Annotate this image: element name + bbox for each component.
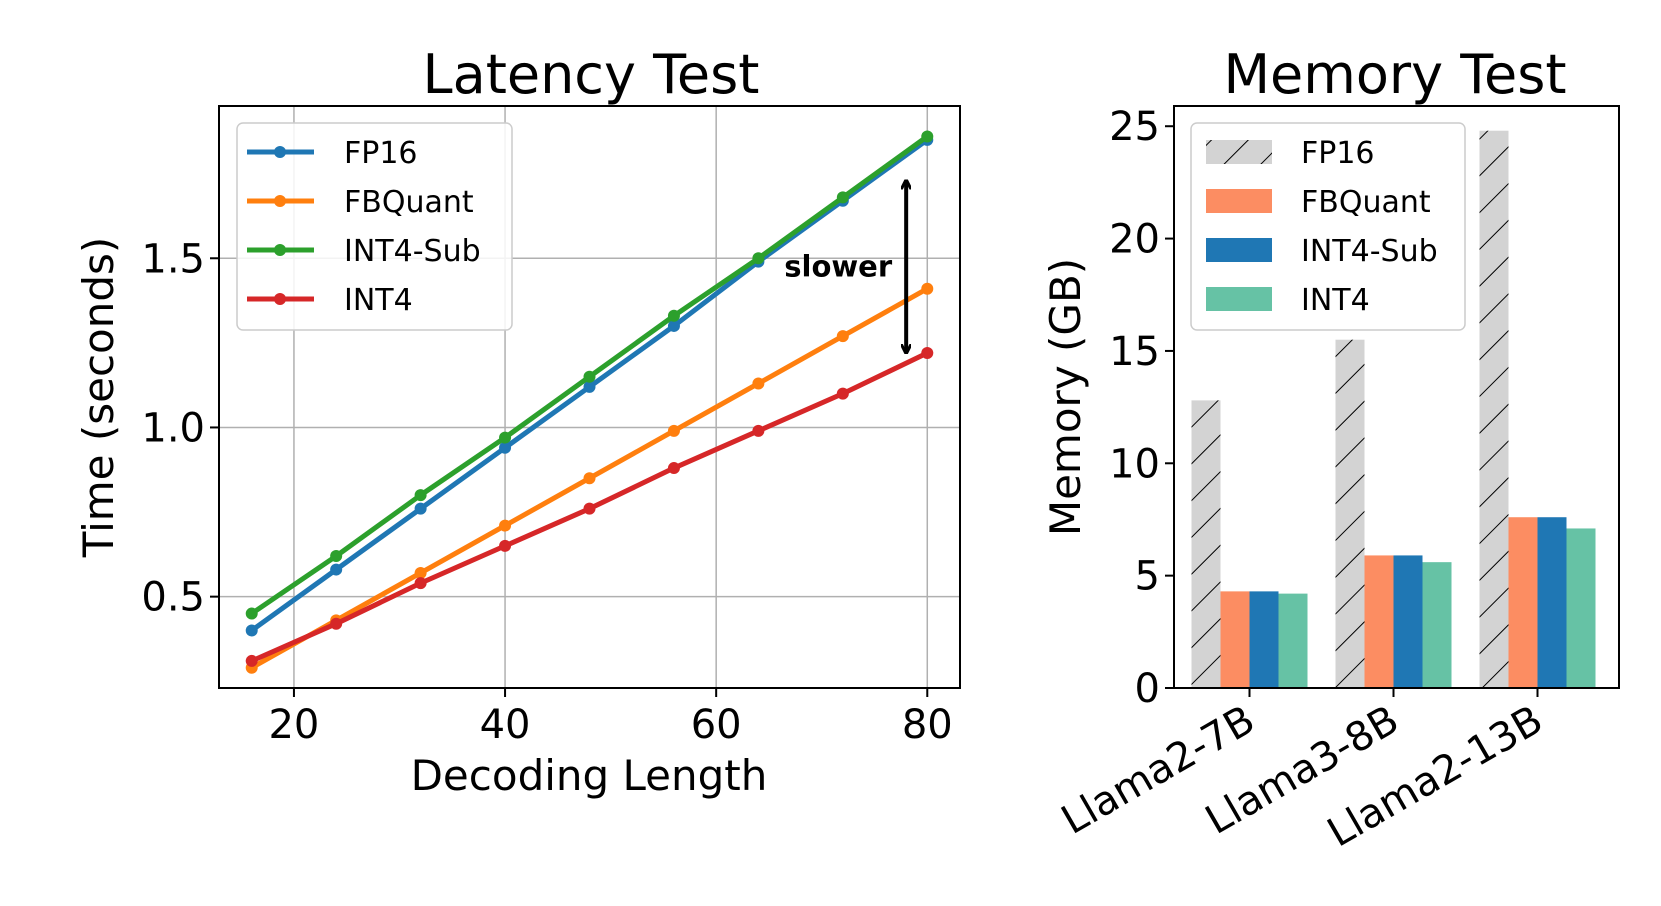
latency-y-axis-label: Time (seconds) [74,237,123,559]
data-point-fbquant [836,330,849,343]
data-point-int4-sub [921,130,934,143]
data-point-fp16 [499,441,512,454]
data-point-int4-sub [245,607,258,620]
legend-marker-fbquant [274,195,286,207]
data-point-int4 [414,577,427,590]
legend-label-int4: INT4 [344,283,413,318]
data-point-fp16 [414,502,427,515]
legend-label-int4: INT4 [1301,283,1370,318]
data-point-fbquant [414,566,427,579]
bar-int4 [1278,593,1308,688]
bar-fbquant [1220,591,1250,688]
data-point-int4 [583,502,596,515]
memory-y-tick-label: 20 [1109,217,1160,263]
data-point-fbquant [752,377,765,390]
bar-fbquant [1508,517,1538,688]
memory-y-axis-label: Memory (GB) [1041,258,1090,536]
latency-plot-frame [218,105,961,689]
legend-swatch-fp16 [1206,140,1272,164]
data-point-fbquant [921,282,934,295]
data-point-int4-sub [330,550,343,563]
data-point-fbquant [583,472,596,485]
data-point-fp16 [245,624,258,637]
memory-chart: Memory Test 0510152025Llama2-7BLlama3-8B… [1041,43,1620,856]
bar-fbquant [1364,555,1394,688]
bar-fp16 [1479,130,1509,688]
latency-chart-title: Latency Test [423,43,760,106]
latency-chart: Latency Test slower 20 40 60 80 0.5 1.0 1.5 FP… [74,43,961,800]
latency-y-tick-label: 1.0 [141,405,205,451]
latency-series-lines [245,130,934,674]
legend-label-int4-sub: INT4-Sub [1301,234,1438,269]
legend-marker-int4 [274,293,286,305]
data-point-int4 [667,462,680,475]
memory-y-tick-label: 0 [1135,666,1160,712]
memory-y-tick-label: 25 [1109,104,1160,150]
data-point-int4 [245,654,258,667]
data-point-int4-sub [583,370,596,383]
legend-swatch-int4-sub [1206,238,1272,262]
data-point-int4 [499,539,512,552]
legend-label-fp16: FP16 [344,136,418,171]
slower-label: slower [784,250,893,284]
data-point-int4 [921,347,934,360]
legend-label-fp16: FP16 [1301,136,1375,171]
bar-fp16 [1335,339,1365,688]
data-point-fbquant [667,424,680,437]
data-point-int4 [836,387,849,400]
legend-label-fbquant: FBQuant [1301,185,1431,220]
legend-marker-int4-sub [274,244,286,256]
data-point-int4-sub [499,431,512,444]
memory-y-tick-label: 15 [1109,329,1160,375]
data-point-fp16 [583,380,596,393]
data-point-int4-sub [667,309,680,322]
latency-y-tick-label: 1.5 [141,236,205,282]
bar-int4 [1566,528,1596,688]
data-point-int4 [752,424,765,437]
memory-legend-box [1190,122,1466,331]
memory-plot-frame [1173,105,1620,689]
memory-legend: FP16 FBQuant INT4-Sub INT4 [1190,122,1466,331]
data-point-fbquant [499,519,512,532]
memory-y-tick-label: 10 [1109,441,1160,487]
data-point-fp16 [330,563,343,576]
latency-x-tick-label: 40 [480,702,531,748]
bar-int4-sub [1249,591,1279,688]
latency-x-axis-label: Decoding Length [411,751,768,800]
data-point-int4 [330,617,343,630]
latency-legend-box [236,122,513,331]
bar-int4 [1422,562,1452,688]
bar-fp16 [1191,400,1221,688]
data-point-int4-sub [752,252,765,265]
slower-annotation: slower [784,180,906,353]
legend-swatch-int4 [1206,287,1272,311]
legend-swatch-fbquant [1206,189,1272,213]
latency-axis-ticks: 20 40 60 80 0.5 1.0 1.5 [141,236,952,748]
bar-int4-sub [1393,555,1423,688]
latency-legend: FP16 FBQuant INT4-Sub INT4 [236,122,513,331]
legend-marker-fp16 [274,146,286,158]
memory-chart-title: Memory Test [1223,43,1566,106]
latency-x-tick-label: 20 [268,702,319,748]
data-point-int4-sub [414,489,427,502]
legend-label-int4-sub: INT4-Sub [344,234,481,269]
latency-x-tick-label: 80 [902,702,953,748]
data-point-fp16 [667,319,680,332]
bar-int4-sub [1537,517,1567,688]
data-point-int4-sub [836,191,849,204]
latency-x-tick-label: 60 [691,702,742,748]
memory-bars [1191,130,1596,688]
latency-y-tick-label: 0.5 [141,575,205,621]
memory-y-tick-label: 5 [1135,554,1160,600]
legend-label-fbquant: FBQuant [344,185,474,220]
